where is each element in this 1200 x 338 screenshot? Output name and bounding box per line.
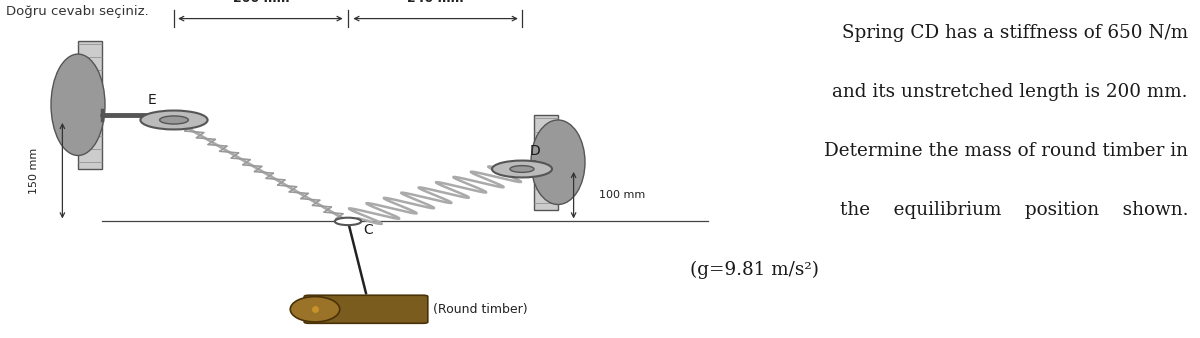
FancyBboxPatch shape <box>534 115 558 210</box>
FancyBboxPatch shape <box>305 295 428 323</box>
Text: 150 mm: 150 mm <box>29 148 38 194</box>
Text: Spring CD has a stiffness of 650 N/m: Spring CD has a stiffness of 650 N/m <box>842 24 1188 42</box>
Text: D: D <box>529 144 540 158</box>
Text: Determine the mass of round timber in: Determine the mass of round timber in <box>824 142 1188 160</box>
Text: 240 mm: 240 mm <box>407 0 463 5</box>
FancyBboxPatch shape <box>78 41 102 169</box>
Text: E: E <box>148 93 157 107</box>
Text: and its unstretched length is 200 mm.: and its unstretched length is 200 mm. <box>833 83 1188 101</box>
Circle shape <box>492 161 552 177</box>
Circle shape <box>335 218 361 225</box>
Text: (Round timber): (Round timber) <box>432 303 527 316</box>
Text: 100 mm: 100 mm <box>599 190 646 200</box>
Circle shape <box>160 116 188 124</box>
Circle shape <box>140 111 208 129</box>
Text: Doğru cevabı seçiniz.: Doğru cevabı seçiniz. <box>6 5 149 18</box>
Ellipse shape <box>530 120 586 204</box>
Text: the    equilibrium    position    shown.: the equilibrium position shown. <box>840 201 1188 219</box>
Ellipse shape <box>290 297 340 322</box>
Circle shape <box>510 166 534 172</box>
Text: C: C <box>364 223 373 237</box>
Text: (g=9.81 m/s²): (g=9.81 m/s²) <box>690 260 818 279</box>
Text: 200 mm: 200 mm <box>233 0 289 5</box>
Ellipse shape <box>50 54 106 155</box>
